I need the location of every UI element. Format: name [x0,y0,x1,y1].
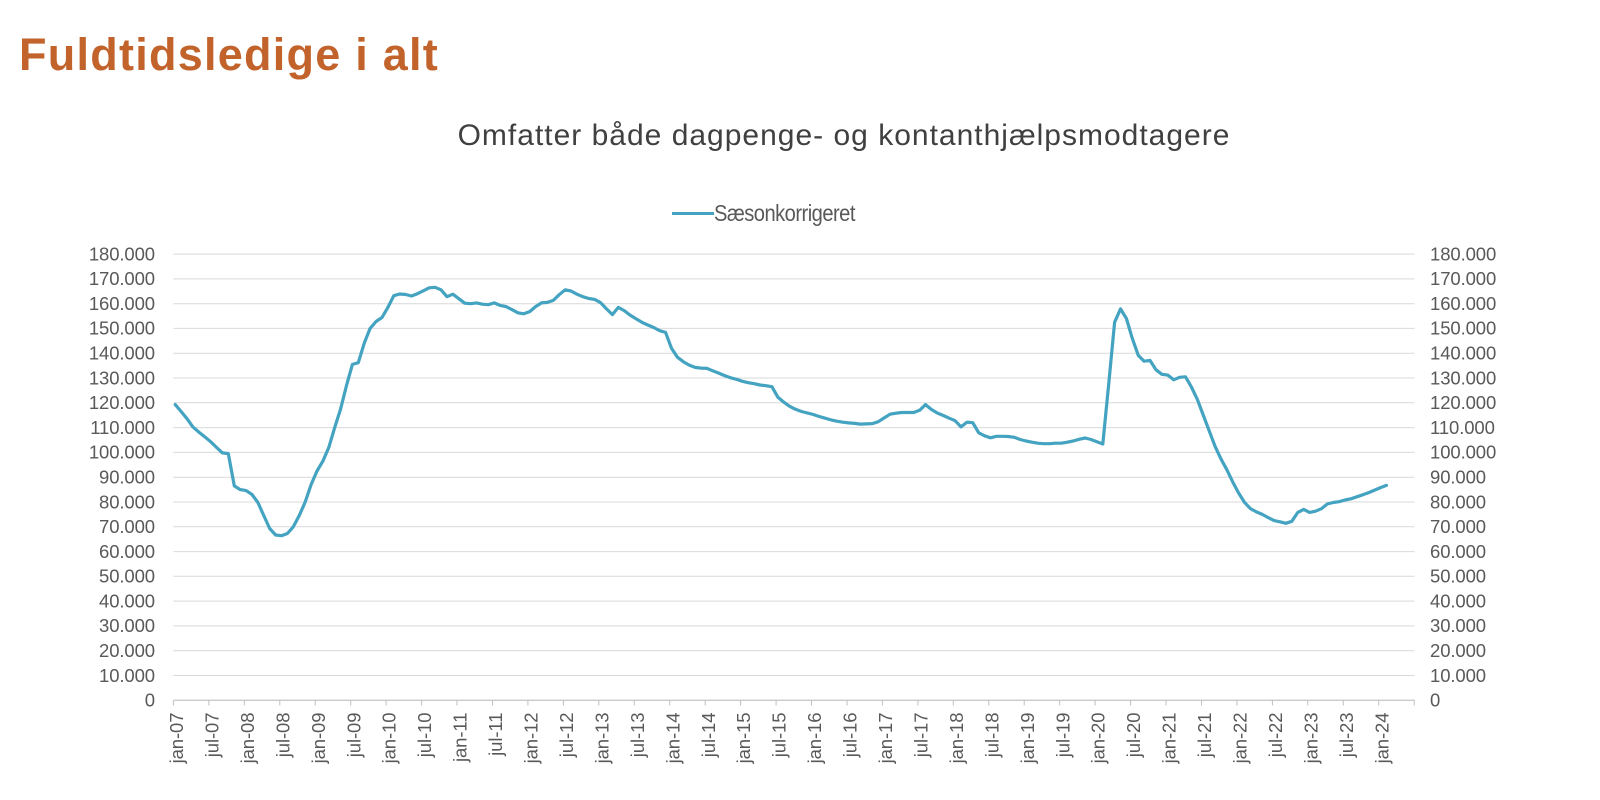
svg-text:jul-23: jul-23 [1336,713,1357,759]
svg-text:jan-07: jan-07 [166,713,187,765]
svg-text:90.000: 90.000 [99,467,155,488]
svg-text:130.000: 130.000 [89,367,155,388]
svg-text:100.000: 100.000 [1430,442,1496,463]
svg-text:80.000: 80.000 [99,491,155,512]
svg-text:jan-10: jan-10 [379,713,400,765]
svg-text:jul-22: jul-22 [1265,713,1286,759]
svg-text:90.000: 90.000 [1430,467,1486,488]
svg-text:70.000: 70.000 [99,516,155,537]
svg-text:jan-22: jan-22 [1230,713,1251,765]
svg-text:160.000: 160.000 [89,293,155,314]
svg-text:50.000: 50.000 [99,566,155,587]
svg-text:110.000: 110.000 [1430,417,1495,438]
svg-text:80.000: 80.000 [1430,491,1486,512]
svg-text:jul-11: jul-11 [485,713,506,757]
svg-text:jan-19: jan-19 [1017,713,1038,765]
svg-text:jul-08: jul-08 [272,713,293,759]
svg-text:jul-15: jul-15 [769,713,790,759]
svg-text:40.000: 40.000 [99,590,155,611]
svg-text:100.000: 100.000 [89,442,155,463]
svg-text:jan-08: jan-08 [237,713,258,765]
svg-text:jan-24: jan-24 [1371,713,1392,765]
svg-text:10.000: 10.000 [1430,665,1486,686]
svg-text:jul-19: jul-19 [1052,713,1073,759]
svg-text:60.000: 60.000 [1430,541,1486,562]
svg-text:110.000: 110.000 [90,417,155,438]
svg-text:jan-11: jan-11 [450,713,471,763]
svg-text:jul-10: jul-10 [414,713,435,759]
svg-text:10.000: 10.000 [99,665,155,686]
svg-text:jul-09: jul-09 [343,713,364,759]
svg-text:jan-23: jan-23 [1300,713,1321,765]
svg-text:170.000: 170.000 [89,268,155,289]
svg-text:jan-16: jan-16 [804,713,825,765]
svg-text:jul-21: jul-21 [1194,713,1215,759]
svg-text:120.000: 120.000 [89,392,155,413]
svg-text:60.000: 60.000 [99,541,155,562]
svg-text:jul-13: jul-13 [627,713,648,759]
svg-text:jan-15: jan-15 [733,713,754,765]
svg-text:0: 0 [145,690,155,711]
svg-text:jul-17: jul-17 [910,713,931,759]
svg-text:20.000: 20.000 [99,640,155,661]
svg-text:130.000: 130.000 [1430,367,1496,388]
svg-text:jan-21: jan-21 [1159,713,1180,765]
svg-text:180.000: 180.000 [89,243,155,264]
svg-text:jul-07: jul-07 [202,713,223,759]
svg-text:jul-18: jul-18 [981,713,1002,759]
svg-text:jul-16: jul-16 [840,713,861,759]
svg-text:jul-12: jul-12 [556,713,577,759]
svg-text:150.000: 150.000 [1430,318,1496,339]
svg-text:150.000: 150.000 [89,318,155,339]
svg-text:180.000: 180.000 [1430,243,1496,264]
svg-text:50.000: 50.000 [1430,566,1486,587]
svg-text:170.000: 170.000 [1430,268,1496,289]
svg-text:70.000: 70.000 [1430,516,1486,537]
svg-text:jul-20: jul-20 [1123,713,1144,759]
svg-text:120.000: 120.000 [1430,392,1496,413]
svg-text:30.000: 30.000 [1430,615,1486,636]
svg-text:jan-12: jan-12 [521,713,542,765]
svg-text:jan-14: jan-14 [662,713,683,765]
svg-text:jul-14: jul-14 [698,713,719,759]
svg-text:140.000: 140.000 [89,343,155,364]
svg-text:160.000: 160.000 [1430,293,1496,314]
svg-text:140.000: 140.000 [1430,343,1496,364]
svg-text:30.000: 30.000 [99,615,155,636]
svg-text:jan-13: jan-13 [591,713,612,765]
svg-text:40.000: 40.000 [1430,590,1486,611]
svg-text:20.000: 20.000 [1430,640,1486,661]
svg-text:0: 0 [1430,690,1440,711]
svg-text:jan-20: jan-20 [1088,713,1109,765]
svg-text:jan-17: jan-17 [875,713,896,765]
svg-text:jan-09: jan-09 [308,713,329,765]
svg-text:jan-18: jan-18 [946,713,967,765]
